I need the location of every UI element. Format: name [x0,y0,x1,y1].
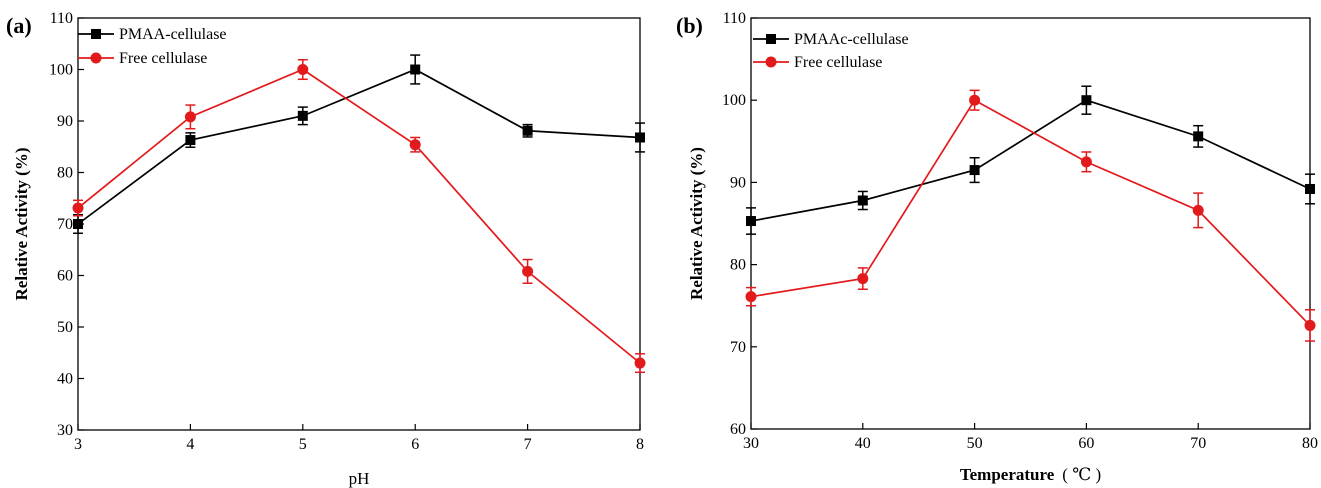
x-tick-label: 70 [1190,435,1206,452]
x-tick-label: 6 [411,436,419,453]
legend-entry: PMAAc-cellulase [753,31,909,48]
plot-frame [77,17,641,431]
legend-entry: Free cellulase [753,54,882,71]
y-tick-label: 70 [730,339,746,356]
x-axis-label-text: Temperature [960,465,1055,484]
data-point-circle [1192,204,1204,216]
data-point-circle [72,202,84,214]
y-tick-label: 90 [730,174,746,191]
x-tick-label: 7 [524,436,532,453]
data-point-square [410,64,421,75]
legend-marker-square [91,29,101,39]
y-axis-label: Relative Activity (%) [12,148,31,301]
y-tick-label: 110 [50,10,73,27]
data-point-circle [857,273,869,285]
y-tick-label: 100 [49,62,73,79]
x-axis-label-unit: ( ℃ ) [1062,465,1101,484]
data-point-square [1305,183,1315,194]
legend-label: PMAAc-cellulase [794,31,909,48]
y-tick-label: 30 [57,422,73,439]
chart-panel-a: 3 4 5 6 7 8 30 40 50 60 70 80 90 100 110 (a) pH Relative … [6,10,646,488]
legend-label: Free cellulase [119,50,207,67]
data-point-square [857,195,868,206]
legend-marker-circle [90,52,102,64]
data-point-square [1193,131,1204,142]
data-point-square [746,216,756,227]
series-line [77,68,641,364]
x-tick-label: 4 [186,436,194,453]
y-tick-label: 110 [723,10,746,27]
legend-label: Free cellulase [794,54,882,71]
data-point-circle [409,139,421,151]
x-tick-label: 80 [1302,435,1318,452]
x-tick-label: 60 [1078,435,1094,452]
x-tick-label: 30 [743,435,759,452]
data-point-circle [522,265,534,277]
y-tick-label: 50 [57,319,73,336]
y-tick-label: 60 [57,268,73,285]
data-point-square [297,110,308,121]
legend-label: PMAA-cellulase [119,26,227,43]
x-tick-label: 5 [299,436,307,453]
data-point-circle [634,357,646,369]
data-point-circle [297,64,309,75]
data-point-circle [1080,156,1092,168]
data-point-square [1081,95,1092,106]
y-axis-label: Relative Activity (%) [687,147,706,300]
data-point-circle [184,111,196,123]
data-point-circle [1304,319,1316,331]
legend-entry: PMAA-cellulase [78,26,227,43]
legend-marker-square [766,34,776,44]
data-point-square [969,165,980,176]
y-tick-label: 90 [57,113,73,130]
panel-label: (a) [6,13,32,38]
panel-label: (b) [676,13,703,38]
series-line [750,99,1311,327]
plot-frame [750,17,1311,430]
x-tick-label: 8 [636,436,644,453]
x-axis-label: pH [349,469,370,488]
y-tick-label: 100 [722,92,746,109]
series-line [77,68,641,225]
chart-panel-b: 30 40 50 60 70 80 60 70 80 90 100 110 (b) Temperature… [676,10,1318,484]
data-point-square [522,125,533,136]
series-line [750,99,1311,222]
y-tick-label: 80 [730,257,746,274]
y-tick-label: 80 [57,165,73,182]
x-axis-label: Temperature ( ℃ ) [960,465,1101,484]
series-pmaa-cellulase [73,54,645,235]
x-tick-label: 40 [855,435,871,452]
legend-entry: Free cellulase [78,50,207,67]
x-tick-label: 50 [967,435,983,452]
data-point-square [185,135,196,146]
data-point-square [73,219,83,229]
y-tick-label: 70 [57,216,73,233]
series-pmaac-cellulase [746,85,1315,235]
data-point-circle [969,94,981,106]
y-tick-label: 40 [57,371,73,388]
y-tick-label: 60 [730,421,746,438]
legend-marker-circle [765,56,777,68]
data-point-circle [745,291,757,303]
series-free-cellulase [745,89,1316,342]
data-point-square [635,132,645,143]
x-tick-label: 3 [74,436,82,453]
series-free-cellulase [72,58,646,374]
